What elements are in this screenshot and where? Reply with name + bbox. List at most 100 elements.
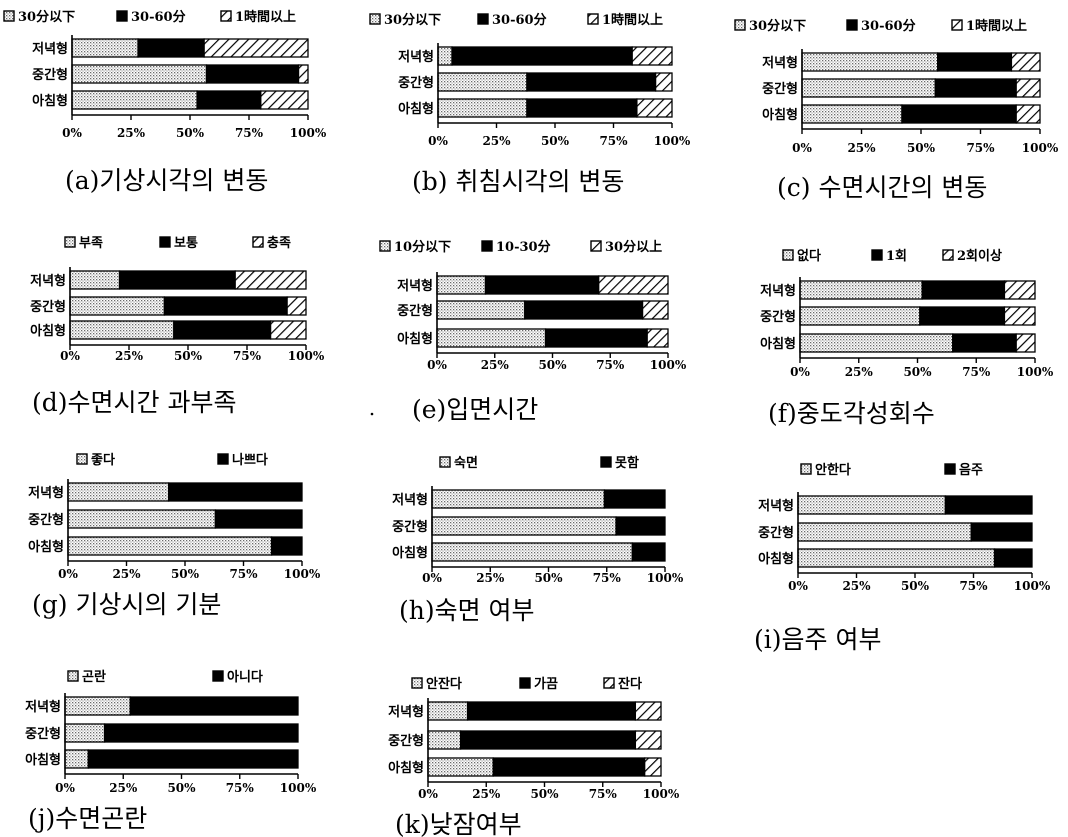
x-tick-label: 75% (959, 579, 988, 593)
legend-label: 1회 (886, 248, 907, 264)
x-tick-label: 0% (427, 358, 447, 372)
x-tick-label: 75% (235, 126, 264, 140)
category-label: 아침형 (392, 545, 428, 561)
x-tick-label: 0% (62, 126, 82, 140)
x-tick-label: 75% (229, 567, 258, 581)
x-tick-label: 25% (112, 567, 141, 581)
bar-segment (163, 296, 288, 316)
x-tick-label: 25% (845, 365, 874, 379)
bar-segment (654, 72, 673, 92)
x-tick-label: 50% (176, 126, 205, 140)
scan-dot (370, 412, 374, 416)
bar-segment (641, 300, 669, 320)
x-tick-label: 100% (280, 781, 317, 795)
x-tick-label: 50% (174, 349, 203, 363)
bar-segment (634, 701, 662, 721)
legend-label: 30分以下 (749, 18, 806, 34)
legend-swatch (116, 10, 128, 22)
x-tick-label: 0% (792, 141, 812, 155)
legend-swatch (519, 677, 531, 689)
legend-swatch (734, 19, 746, 31)
x-tick-label: 0% (58, 567, 78, 581)
x-tick-label: 0% (428, 134, 448, 148)
bar-segment (87, 749, 299, 769)
x-tick-label: 100% (654, 134, 691, 148)
x-tick-label: 100% (290, 126, 327, 140)
category-label: 아침형 (388, 760, 424, 776)
category-label: 아침형 (398, 101, 434, 117)
chart-caption: (d)수면시간 과부족 (32, 388, 236, 417)
category-label: 아침형 (30, 323, 66, 339)
legend-label: 숙면 (454, 455, 478, 471)
bar-segment (234, 270, 307, 290)
category-label: 저녁형 (28, 485, 64, 501)
legend-swatch (64, 236, 76, 248)
x-tick-label: 75% (233, 349, 262, 363)
bar-segment (603, 489, 666, 509)
bar-segment (67, 509, 217, 529)
x-tick-label: 25% (481, 358, 510, 372)
bar-segment (173, 320, 272, 340)
bar-segment (64, 696, 131, 716)
chart-caption: (b) 취침시각의 변동 (412, 167, 624, 196)
bar-segment (431, 516, 617, 536)
bar-segment (118, 270, 236, 290)
x-tick-label: 25% (482, 134, 511, 148)
legend-swatch (951, 19, 963, 31)
bar-segment (636, 98, 673, 118)
legend-swatch (212, 670, 224, 682)
bar-segment (436, 328, 547, 348)
legend-swatch (3, 10, 15, 22)
legend-label: 1時間以上 (966, 18, 1027, 34)
bar-segment (631, 46, 673, 66)
legend-swatch (782, 249, 794, 261)
x-tick-label: 75% (589, 787, 618, 801)
bar-segment (646, 328, 669, 348)
bar-segment (436, 275, 487, 295)
bar-segment (644, 757, 662, 777)
x-tick-label: 25% (472, 787, 501, 801)
bar-segment (799, 333, 954, 353)
bar-segment (196, 90, 262, 110)
chart-caption: (g) 기상시의 기분 (32, 590, 221, 619)
category-label: 저녁형 (30, 273, 66, 289)
x-tick-label: 0% (55, 781, 75, 795)
legend-label: 30-60分 (861, 18, 916, 34)
x-tick-label: 50% (167, 781, 196, 795)
legend-swatch (590, 240, 602, 252)
category-label: 아침형 (758, 551, 794, 567)
bar-segment (937, 52, 1013, 72)
bar-segment (431, 489, 606, 509)
category-label: 저녁형 (762, 55, 798, 71)
bar-segment (797, 522, 972, 542)
chart-caption: (i)음주 여부 (754, 625, 881, 654)
bar-segment (71, 64, 208, 84)
bar-segment (797, 548, 996, 568)
bar-segment (526, 72, 657, 92)
x-tick-label: 25% (115, 349, 144, 363)
legend-label: 30分以下 (18, 9, 75, 25)
bar-segment (1015, 104, 1041, 124)
legend-label: 부족 (79, 236, 103, 251)
x-tick-label: 25% (117, 126, 146, 140)
bar-segment (526, 98, 638, 118)
bar-segment (297, 64, 309, 84)
chart-caption: (j)수면곤란 (28, 804, 147, 833)
legend-label: 1時間以上 (235, 9, 296, 25)
legend-swatch (411, 677, 423, 689)
bar-segment (634, 730, 662, 750)
x-tick-label: 75% (226, 781, 255, 795)
bar-segment (431, 542, 634, 562)
x-tick-label: 100% (647, 571, 684, 585)
legend-label: 아니다 (227, 669, 263, 685)
x-tick-label: 25% (847, 141, 876, 155)
legend-swatch (67, 670, 79, 682)
